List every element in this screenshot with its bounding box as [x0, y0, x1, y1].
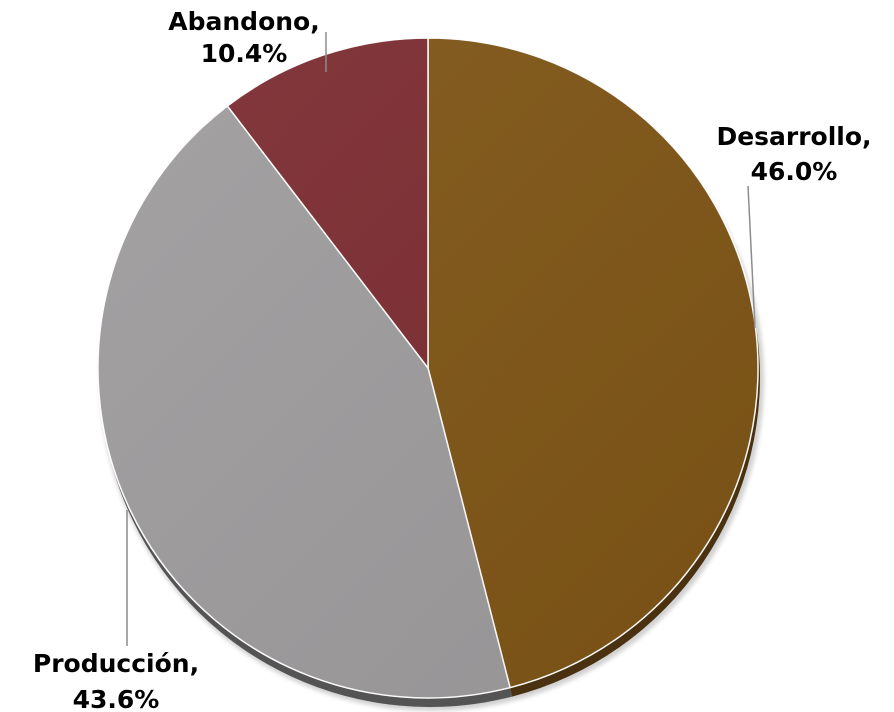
data-label-name-produccion: Producción,: [33, 649, 199, 678]
data-label-value-abandono: 10.4%: [201, 39, 288, 68]
data-labels: Desarrollo, 46.0% Producción, 43.6% Abandono…: [33, 7, 872, 712]
pie-slices: [97, 37, 759, 699]
data-label-value-desarrollo: 46.0%: [751, 157, 838, 186]
leader-lines: [126, 32, 756, 646]
data-label-value-produccion: 43.6%: [73, 685, 160, 712]
leader-line-desarrollo: [747, 185, 756, 329]
data-label-name-abandono: Abandono,: [168, 7, 319, 36]
data-label-name-desarrollo: Desarrollo,: [716, 122, 871, 151]
